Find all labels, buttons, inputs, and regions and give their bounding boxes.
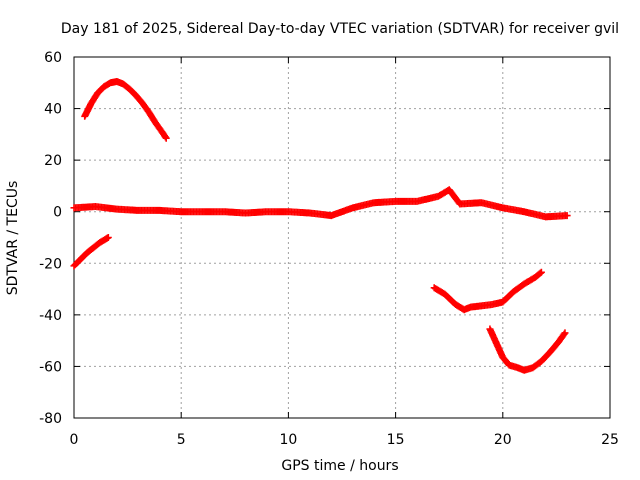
x-tick-label: 25 (601, 432, 619, 448)
chart-title: Day 181 of 2025, Sidereal Day-to-day VTE… (61, 21, 619, 37)
series-arc-2 (70, 186, 571, 221)
series-arc-4 (430, 268, 545, 314)
x-tick-label: 0 (70, 432, 79, 448)
plot-frame (73, 56, 611, 419)
y-tick-label: 60 (44, 50, 62, 66)
y-tick-label: -60 (39, 359, 62, 375)
axis-ticks: 0 5 10 15 20 25 -80 -60 -40 -20 0 20 40 60 (39, 50, 619, 448)
y-tick-label: -40 (39, 308, 62, 324)
x-tick-label: 15 (387, 432, 405, 448)
y-axis-label: SDTVAR / TECUs (5, 181, 21, 296)
data-point (561, 329, 569, 337)
x-axis-label: GPS time / hours (281, 458, 398, 474)
data-point (162, 134, 170, 142)
series-arc-5 (486, 325, 569, 374)
series-arc-3 (70, 234, 112, 270)
series-arc-1 (81, 77, 170, 142)
data-point (536, 269, 544, 277)
x-tick-label: 10 (279, 432, 297, 448)
x-tick-label: 5 (177, 432, 186, 448)
y-tick-label: -80 (39, 411, 62, 427)
data-point (161, 133, 169, 141)
y-tick-label: -20 (39, 256, 62, 272)
y-tick-label: 0 (53, 205, 62, 221)
data-point (560, 330, 568, 338)
grid-lines (74, 57, 610, 418)
y-tick-label: 40 (44, 102, 62, 118)
data-marks (70, 77, 571, 374)
data-point (104, 234, 112, 241)
x-tick-label: 20 (494, 432, 512, 448)
data-point (563, 212, 571, 220)
y-tick-label: 20 (44, 153, 62, 169)
data-point (537, 268, 545, 276)
